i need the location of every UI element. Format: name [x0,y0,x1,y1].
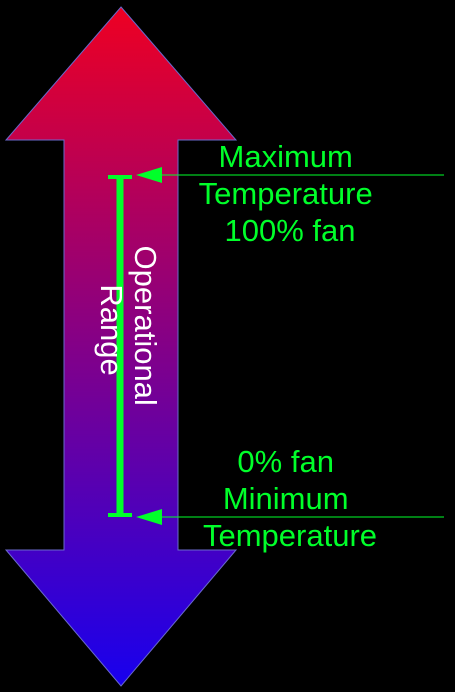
range-label: Operational Range [94,246,163,415]
range-label-line1: Operational [128,246,163,406]
max-label-line3: 100% fan [225,213,356,248]
min-arrowhead-icon [136,509,162,525]
operational-range-bar [108,175,132,517]
max-label: Maximum Temperature 100% fan [199,139,382,248]
min-label-line3: Temperature [203,518,377,553]
max-label-line2: Temperature [199,176,373,211]
range-label-line2: Range [94,284,129,375]
max-label-line1: Maximum [219,139,353,174]
max-pointer [136,167,444,183]
max-arrowhead-icon [136,167,162,183]
min-label-line1: 0% fan [237,444,334,479]
min-label-line2: Minimum [223,481,349,516]
min-label: 0% fan Minimum Temperature [203,444,377,553]
min-pointer [136,509,444,525]
